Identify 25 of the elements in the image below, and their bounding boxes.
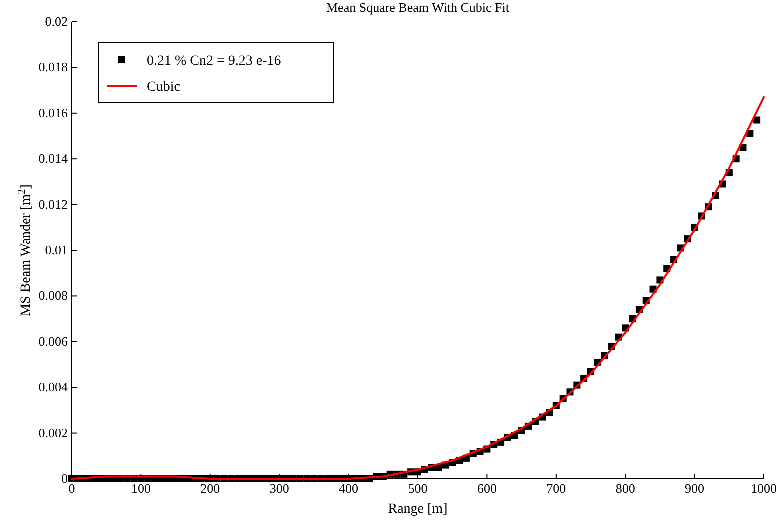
x-tick-label: 900 [685,481,705,496]
y-tick-label: 0.004 [38,380,68,395]
y-tick-label: 0.006 [38,334,68,349]
y-tick-label: 0.02 [45,14,68,29]
x-tick-label: 400 [339,481,359,496]
y-tick-label: 0.016 [38,105,68,120]
y-tick-label: 0.002 [38,425,68,440]
x-axis-title: Range [m] [388,502,448,517]
x-tick-label: 1000 [751,481,777,496]
x-tick-label: 500 [408,481,428,496]
legend-label: 0.21 % Cn2 = 9.23 e-16 [147,54,282,69]
legend-label: Cubic [147,80,180,95]
x-tick-label: 200 [200,481,220,496]
x-tick-label: 800 [616,481,636,496]
y-tick-label: 0.01 [45,242,68,258]
y-tick-label: 0.014 [38,151,68,166]
y-tick-label: 0.012 [38,196,68,212]
x-tick-label: 100 [131,481,151,496]
y-tick-label: 0.018 [38,60,68,75]
y-tick-label: 0.008 [38,288,68,304]
chart-title: Mean Square Beam With Cubic Fit [326,0,510,15]
x-tick-label: 700 [546,481,566,496]
x-tick-label: 300 [270,481,290,496]
y-tick-label: 0 [62,471,68,486]
x-tick-label: 600 [477,481,497,496]
